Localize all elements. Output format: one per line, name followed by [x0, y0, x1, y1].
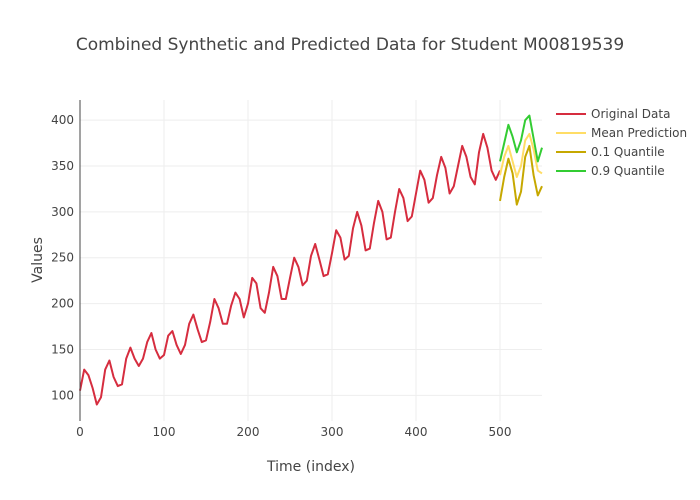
- x-axis-title: Time (index): [266, 459, 355, 475]
- x-tick-label: 200: [237, 425, 260, 439]
- legend-label-original-data: Original Data: [591, 107, 670, 121]
- legend-label-mean-prediction: Mean Prediction: [591, 126, 687, 140]
- chart-title: Combined Synthetic and Predicted Data fo…: [76, 35, 624, 55]
- x-tick-label: 0: [76, 425, 84, 439]
- series-line-mean-prediction: [499, 132, 543, 178]
- legend[interactable]: Original Data Mean Prediction 0.1 Quantile…: [556, 107, 687, 178]
- y-tick-label: 300: [51, 205, 74, 219]
- plot-area: [79, 114, 543, 406]
- axes: 100 150 200 250 300 350 400 0 100 200 300 400 500: [51, 100, 511, 439]
- series-line-0-1-quantile: [499, 144, 543, 206]
- y-axis-title: Values: [30, 237, 46, 283]
- y-tick-label: 250: [51, 251, 74, 265]
- y-tick-label: 350: [51, 159, 74, 173]
- x-tick-label: 100: [153, 425, 176, 439]
- grid: [80, 100, 542, 421]
- legend-label-0-1-quantile: 0.1 Quantile: [591, 145, 665, 159]
- x-tick-label: 300: [321, 425, 344, 439]
- x-tick-label: 500: [489, 425, 512, 439]
- legend-label-0-9-quantile: 0.9 Quantile: [591, 164, 665, 178]
- y-tick-label: 200: [51, 297, 74, 311]
- x-tick-label: 400: [405, 425, 428, 439]
- series-line-0-9-quantile: [499, 114, 543, 163]
- y-tick-label: 400: [51, 113, 74, 127]
- y-tick-label: 100: [51, 388, 74, 402]
- y-tick-label: 150: [51, 342, 74, 356]
- series-line-original-data: [79, 132, 501, 406]
